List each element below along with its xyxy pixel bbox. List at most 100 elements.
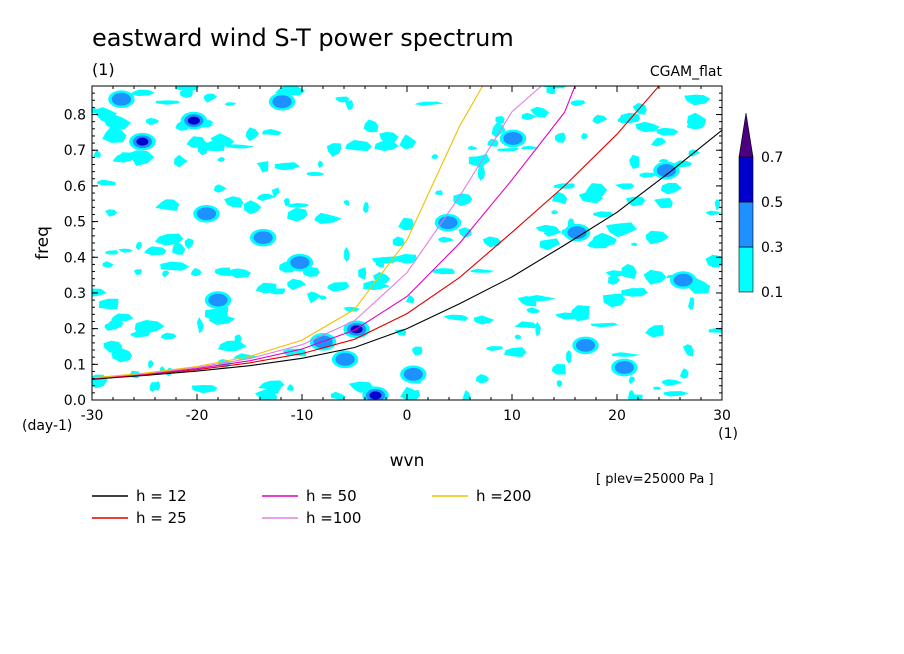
- spectrum-patch: [414, 101, 444, 106]
- spectrum-patch: [374, 140, 399, 151]
- spectrum-peak: [111, 92, 131, 106]
- spectrum-patch: [462, 390, 471, 400]
- spectrum-patch: [661, 379, 683, 386]
- spectrum-patch: [590, 322, 619, 328]
- spectrum-patch: [714, 199, 720, 211]
- spectrum-patch: [485, 346, 504, 351]
- x-axis: -30 -20 -10 0 10 20 30: [81, 86, 731, 424]
- spectrum-patch: [514, 321, 537, 329]
- spectrum-patch: [343, 200, 350, 206]
- spectrum-patch: [526, 307, 541, 314]
- spectrum-patch: [344, 246, 350, 262]
- legend: h = 12 h = 25 h = 50 h =100 h =200: [92, 487, 531, 527]
- spectrum-patch: [552, 191, 568, 205]
- spectrum-peak: [196, 207, 217, 221]
- spectrum-patch: [394, 329, 407, 336]
- spectrum-patch: [213, 184, 227, 193]
- spectrum-patch: [92, 288, 107, 297]
- spectrum-patch: [535, 321, 541, 337]
- legend-label: h =100: [306, 509, 361, 527]
- series-line: [92, 129, 722, 380]
- series-line: [92, 86, 484, 379]
- spectrum-peak: [369, 391, 382, 400]
- spectrum-patch: [318, 160, 324, 168]
- pressure-note: [ plev=25000 Pa ]: [596, 472, 714, 487]
- spectrum-patch: [614, 183, 635, 190]
- legend-label: h =200: [476, 487, 531, 505]
- spectrum-patch: [94, 107, 117, 122]
- spectrum-patch: [306, 171, 325, 176]
- spectrum-patch: [191, 385, 218, 394]
- spectrum-patch: [358, 267, 367, 280]
- spectrum-patch: [605, 270, 627, 278]
- spectrum-patch: [135, 329, 145, 336]
- spectrum-patch: [611, 352, 640, 357]
- spectrum-patch: [287, 384, 294, 391]
- spectrum-patch: [327, 282, 350, 292]
- spectrum-patch: [204, 306, 229, 321]
- spectrum-patch: [155, 199, 180, 211]
- spectrum-patch: [663, 391, 690, 397]
- spectrum-patch: [658, 158, 669, 163]
- spectrum-patch: [105, 250, 119, 255]
- spectrum-patch: [566, 350, 572, 364]
- spectrum-patch: [679, 368, 689, 379]
- spectrum-patch: [555, 132, 566, 143]
- spectrum-patch: [443, 314, 469, 321]
- spectrum-patch: [287, 278, 307, 291]
- chart-title: eastward wind S-T power spectrum: [92, 24, 514, 52]
- spectrum-peak: [403, 367, 423, 381]
- spectrum-patch: [635, 121, 660, 133]
- spectrum-patch: [172, 240, 186, 255]
- spectrum-patch: [688, 297, 695, 311]
- legend-label: h = 25: [136, 509, 187, 527]
- spectrum-peak: [290, 256, 310, 270]
- spectrum-patch: [627, 394, 643, 400]
- dispersion-lines: [92, 86, 722, 380]
- spectrum-patch: [551, 364, 566, 375]
- spectrum-patch: [398, 217, 414, 231]
- x-tick-label: 10: [503, 408, 521, 424]
- x-tick-label: -30: [81, 408, 104, 424]
- spectrum-patch: [432, 268, 455, 275]
- spectrum-patch: [330, 391, 346, 400]
- spectrum-peak: [575, 339, 596, 352]
- colorbar-label: 0.1: [761, 285, 783, 301]
- spectrum-patch: [224, 196, 244, 208]
- spectrum-patch: [133, 269, 142, 275]
- spectrum-patch: [307, 291, 322, 304]
- spectrum-peak: [614, 361, 634, 374]
- chart-subtitle-left: (1): [92, 60, 115, 79]
- x-axis-label: wvn: [390, 451, 425, 471]
- spectrum-patch: [271, 187, 280, 199]
- spectrum-patch: [214, 267, 231, 277]
- spectrum-patch: [96, 179, 116, 186]
- spectrum-patch: [539, 238, 560, 251]
- spectrum-peak: [208, 293, 228, 307]
- spectrum-patch: [468, 154, 490, 167]
- series-line: [92, 86, 576, 379]
- colorbar-label: 0.3: [761, 240, 783, 256]
- colorbar-segment: [738, 246, 754, 293]
- spectrum-patch: [555, 312, 578, 320]
- spectrum-patch: [395, 254, 417, 264]
- spectrum-patch: [608, 275, 620, 285]
- spectrum-patch: [196, 317, 204, 334]
- spectrum-patch: [631, 242, 638, 247]
- spectrum-patch: [645, 230, 669, 245]
- spectrum-patch: [162, 270, 170, 278]
- spectrum-patch: [476, 374, 490, 384]
- spectrum-patch: [160, 332, 177, 340]
- legend-label: h = 50: [306, 487, 357, 505]
- spectrum-patch: [497, 147, 519, 152]
- y-tick-label: 0.4: [64, 250, 86, 266]
- spectrum-patch: [179, 89, 193, 98]
- colorbar: 0.1 0.3 0.5 0.7: [738, 112, 783, 301]
- spectrum-patch: [102, 261, 114, 268]
- spectrum-patch: [184, 238, 194, 250]
- spectrum-patch: [363, 119, 379, 133]
- colorbar-segment: [738, 156, 754, 203]
- x-tick-label: 20: [608, 408, 626, 424]
- spectrum-patch: [434, 190, 443, 196]
